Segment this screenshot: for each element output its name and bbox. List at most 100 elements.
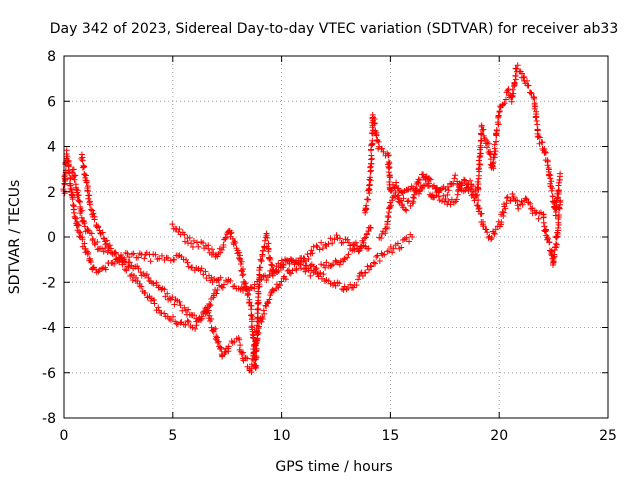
y-tick-label: 2 xyxy=(47,185,56,201)
data-point xyxy=(265,246,272,253)
data-point xyxy=(169,294,176,301)
data-point xyxy=(180,256,187,263)
data-point xyxy=(372,260,379,267)
data-point xyxy=(512,72,519,79)
data-point xyxy=(69,196,76,203)
data-point xyxy=(212,335,219,342)
data-point xyxy=(182,321,189,328)
data-point xyxy=(145,274,152,281)
data-point xyxy=(525,82,532,89)
data-point xyxy=(259,247,266,254)
data-point xyxy=(258,258,265,265)
data-point xyxy=(62,176,69,183)
data-point xyxy=(532,113,539,120)
data-point xyxy=(285,267,292,274)
data-point xyxy=(361,235,368,242)
data-point xyxy=(208,274,215,281)
data-point xyxy=(96,227,103,234)
data-point xyxy=(519,201,526,208)
data-point xyxy=(491,151,498,158)
data-point xyxy=(103,240,110,247)
data-point xyxy=(64,158,71,165)
data-point xyxy=(351,246,358,253)
data-point xyxy=(255,294,262,301)
data-point xyxy=(279,261,286,268)
data-point xyxy=(227,277,234,284)
data-point xyxy=(214,253,221,260)
data-point xyxy=(476,157,483,164)
data-point xyxy=(177,319,184,326)
data-point xyxy=(520,74,527,81)
data-point xyxy=(164,290,171,297)
data-point xyxy=(297,265,304,272)
data-point xyxy=(384,224,390,231)
data-point xyxy=(218,346,225,353)
data-point xyxy=(336,235,343,242)
data-point xyxy=(99,229,106,236)
data-point xyxy=(269,286,276,293)
data-point xyxy=(236,336,243,343)
data-point xyxy=(527,89,534,96)
data-point xyxy=(357,243,364,250)
data-point xyxy=(513,65,520,72)
data-point xyxy=(514,62,521,69)
data-point xyxy=(533,117,540,124)
data-point xyxy=(181,238,188,245)
data-point xyxy=(373,253,380,260)
data-point xyxy=(183,256,190,263)
x-tick-label: 5 xyxy=(168,428,177,444)
data-point xyxy=(512,65,519,72)
data-point xyxy=(126,259,133,266)
data-point xyxy=(353,282,360,289)
data-point xyxy=(458,181,465,188)
data-point xyxy=(184,259,191,266)
data-point xyxy=(71,176,78,183)
data-point xyxy=(345,239,352,246)
data-point xyxy=(461,177,468,184)
data-point xyxy=(264,234,271,241)
data-point xyxy=(265,299,272,306)
data-point xyxy=(142,289,149,296)
data-point xyxy=(527,200,534,207)
data-point xyxy=(345,251,352,258)
data-point xyxy=(514,202,521,209)
data-point xyxy=(398,197,405,204)
data-point xyxy=(248,302,255,309)
data-point xyxy=(86,192,93,199)
data-point xyxy=(509,86,516,93)
data-point xyxy=(388,202,395,209)
data-point xyxy=(161,310,168,317)
data-point xyxy=(81,171,88,178)
chart-title: Day 342 of 2023, Sidereal Day-to-day VTE… xyxy=(50,21,619,37)
data-point xyxy=(141,255,148,262)
data-point xyxy=(331,236,338,243)
data-point xyxy=(368,155,375,162)
data-point xyxy=(282,276,289,283)
data-point xyxy=(477,150,484,157)
data-point xyxy=(151,300,158,307)
data-point xyxy=(431,182,438,189)
data-point xyxy=(81,220,88,227)
data-point xyxy=(280,262,287,269)
data-point xyxy=(189,243,196,250)
data-point xyxy=(173,320,180,327)
data-point xyxy=(340,239,347,246)
data-point xyxy=(378,250,385,257)
data-point xyxy=(118,255,125,262)
data-point xyxy=(350,245,357,252)
data-point xyxy=(493,138,500,145)
x-tick-label: 25 xyxy=(599,428,617,444)
data-point xyxy=(240,266,247,273)
data-point xyxy=(312,268,319,275)
data-point xyxy=(557,197,564,204)
data-point xyxy=(404,186,411,193)
data-point xyxy=(239,272,246,279)
data-point xyxy=(220,242,227,249)
data-point xyxy=(500,212,507,219)
data-point xyxy=(231,338,238,345)
data-point xyxy=(310,269,317,276)
data-point xyxy=(467,177,474,184)
data-point xyxy=(287,270,294,277)
data-point xyxy=(387,174,394,181)
series-6 xyxy=(376,171,564,268)
